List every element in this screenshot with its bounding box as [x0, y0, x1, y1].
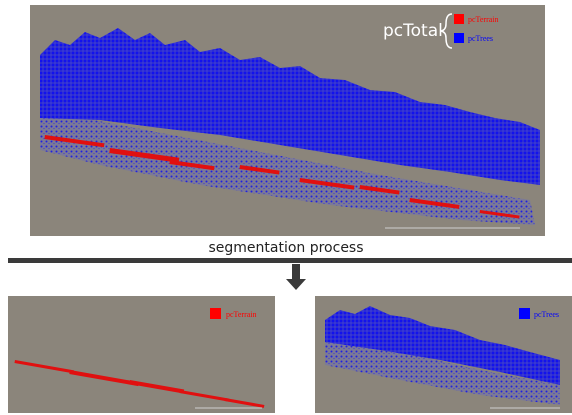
- arrow: [286, 264, 306, 290]
- legend-swatch-terrain: [210, 308, 221, 319]
- tree-cloud: [40, 28, 540, 185]
- terrain-points: [14, 360, 265, 408]
- brace: [440, 13, 453, 49]
- top-panel: pcTotal pcTerrain pcTrees: [30, 5, 545, 236]
- terrain-points: [44, 134, 520, 219]
- trees-panel: pcTrees: [315, 296, 572, 413]
- tree-cloud: [325, 306, 560, 385]
- process-label: segmentation process: [208, 240, 363, 256]
- legend-swatch-trees: [454, 33, 464, 43]
- total-label: pcTotal: [383, 21, 443, 41]
- tree-cloud-lower: [325, 340, 560, 405]
- divider: [8, 258, 572, 263]
- legend-label: pcTerrain: [468, 15, 499, 24]
- legend-swatch-terrain: [454, 14, 464, 24]
- legend-label: pcTrees: [468, 34, 493, 43]
- legend-label: pcTrees: [534, 310, 559, 319]
- legend-label: pcTerrain: [226, 310, 257, 319]
- panel-background: [8, 296, 275, 413]
- terrain-panel: pcTerrain: [8, 296, 275, 413]
- tree-cloud-lower: [40, 110, 535, 225]
- legend-swatch-trees: [519, 308, 530, 319]
